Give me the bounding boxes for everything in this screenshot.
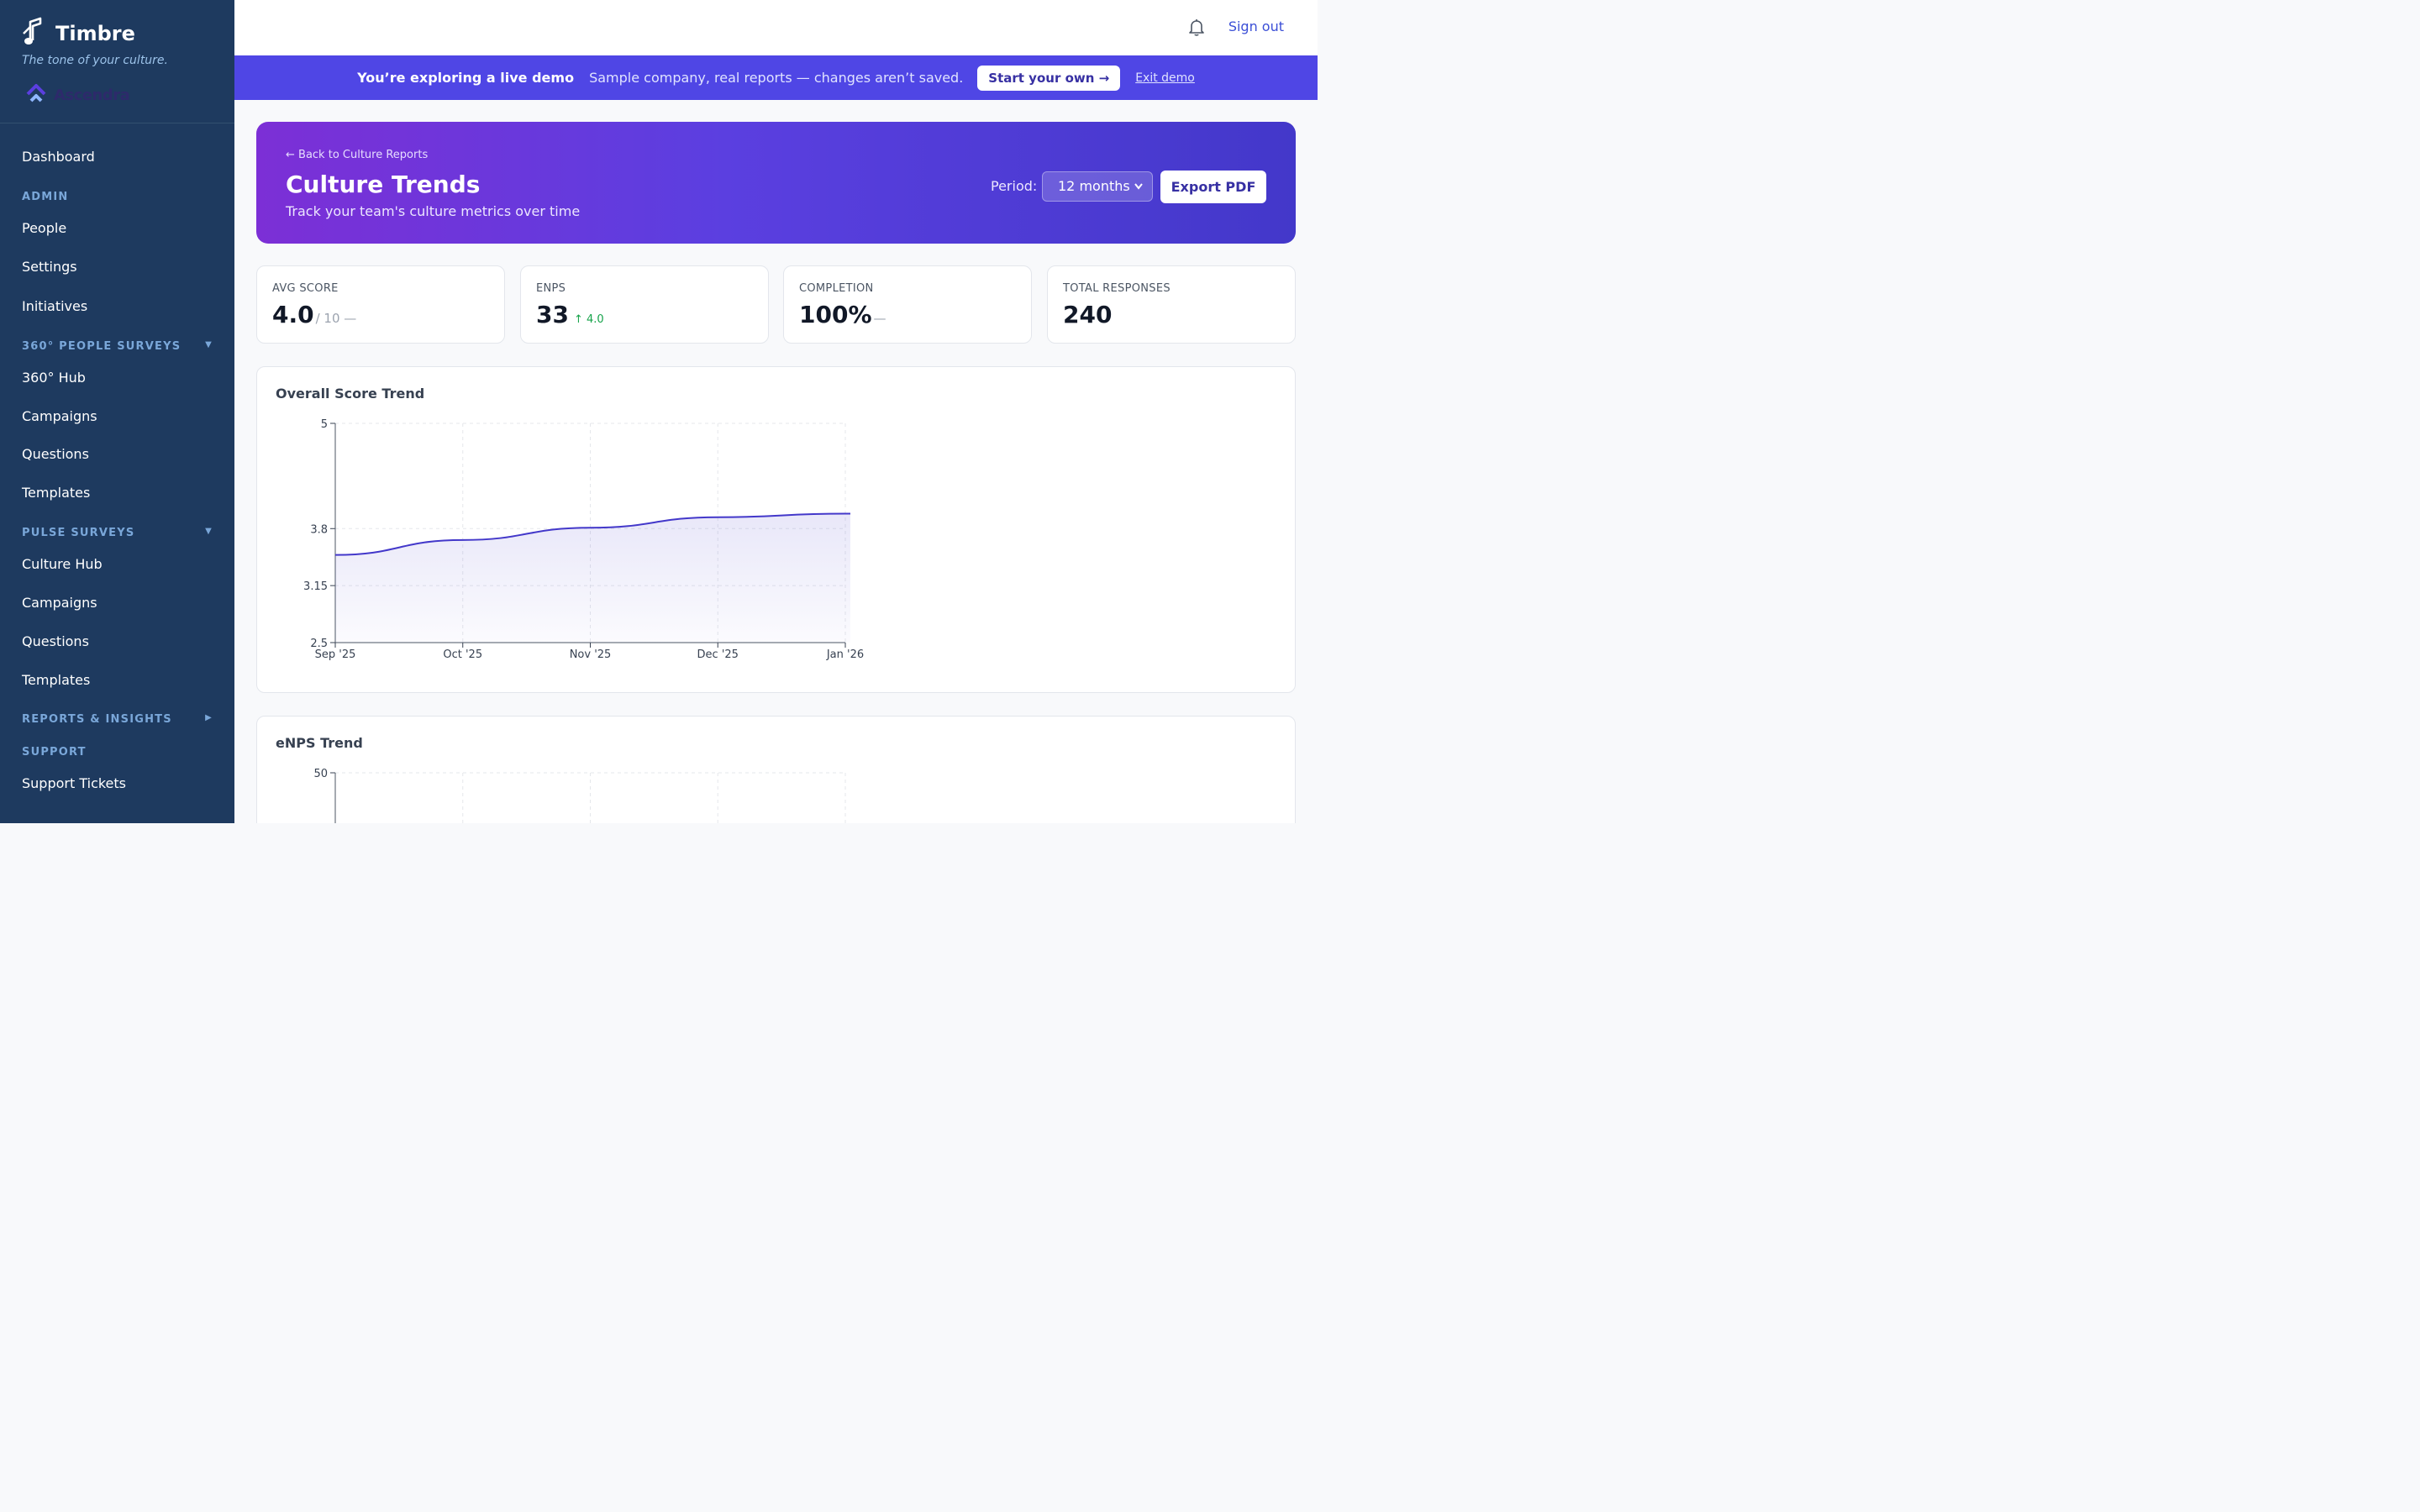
score-trend-line: [334, 512, 850, 556]
sidebar-item-360-hub[interactable]: 360° Hub: [22, 370, 86, 386]
page-header: ← Back to Culture Reports Culture Trends…: [256, 122, 1296, 244]
brand-name: Timbre: [55, 22, 135, 45]
banner-text: Sample company, real reports — changes a…: [589, 70, 964, 86]
y-tick-label: 3.15: [303, 580, 328, 593]
bell-icon[interactable]: [1186, 17, 1207, 37]
sidebar-section-360-surveys[interactable]: 360° PEOPLE SURVEYS ▼: [22, 340, 213, 353]
brand-tagline: The tone of your culture.: [22, 54, 168, 67]
stat-value-row: 4.0/ 10 —: [272, 301, 356, 328]
sidebar-item-settings[interactable]: Settings: [22, 259, 77, 275]
brand-block: Timbre The tone of your culture. Ascendr…: [0, 0, 234, 123]
page-title: Culture Trends: [286, 171, 481, 198]
sidebar-item-initiatives[interactable]: Initiatives: [22, 298, 88, 314]
enps-chart: 50: [313, 768, 846, 823]
x-tick-label: Jan '26: [826, 648, 864, 661]
sign-out-link[interactable]: Sign out: [1228, 18, 1284, 34]
stat-label: ENPS: [536, 282, 566, 295]
page-subtitle: Track your team's culture metrics over t…: [286, 203, 581, 219]
stat-value: 240: [1063, 301, 1113, 328]
stat-card-completion: COMPLETION 100% —: [783, 265, 1032, 344]
sidebar-item-dashboard[interactable]: Dashboard: [22, 149, 95, 165]
exit-demo-link[interactable]: Exit demo: [1135, 71, 1195, 85]
stat-value-row: 33 ↑ 4.0: [536, 301, 604, 328]
sidebar-section-support: SUPPORT: [22, 746, 213, 759]
export-pdf-button[interactable]: Export PDF: [1160, 171, 1266, 203]
y-tick-label: 50: [313, 768, 328, 780]
x-tick-label: Dec '25: [697, 648, 739, 661]
stat-value-row: 240: [1063, 301, 1112, 328]
chart-title: eNPS Trend: [276, 735, 363, 751]
sidebar-item-pulse-templates[interactable]: Templates: [22, 672, 91, 688]
stat-suffix: —: [873, 311, 886, 326]
caret-down-icon: ▼: [205, 527, 213, 536]
banner-heading: You’re exploring a live demo: [357, 70, 575, 86]
stat-value-row: 100% —: [799, 301, 886, 328]
enps-trend-card: eNPS Trend 50: [256, 716, 1296, 823]
sidebar-item-360-campaigns[interactable]: Campaigns: [22, 408, 97, 424]
org-logo: Ascendra: [22, 82, 213, 108]
y-tick-label: 2.5: [310, 638, 328, 650]
org-name: Ascendra: [54, 86, 130, 104]
stat-value: 100%: [799, 301, 872, 328]
score-area-fill: [335, 513, 850, 643]
start-your-own-button[interactable]: Start your own →: [977, 65, 1121, 91]
stat-suffix: / 10 —: [315, 311, 357, 326]
sidebar-item-pulse-questions[interactable]: Questions: [22, 633, 89, 649]
stat-delta: ↑ 4.0: [573, 313, 604, 326]
x-tick-label: Sep '25: [315, 648, 356, 661]
stat-card-total-responses: TOTAL RESPONSES 240: [1047, 265, 1296, 344]
x-tick-label: Nov '25: [570, 648, 612, 661]
chart-title: Overall Score Trend: [276, 386, 425, 402]
section-title: PULSE SURVEYS: [22, 527, 135, 539]
stat-value: 4.0: [272, 301, 314, 328]
sidebar: Timbre The tone of your culture. Ascendr…: [0, 0, 234, 823]
y-tick-label: 5: [321, 418, 328, 431]
period-select[interactable]: 12 months: [1042, 171, 1153, 202]
chevron-down-icon: [1134, 172, 1144, 212]
section-title: ADMIN: [22, 191, 69, 203]
overall-score-trend-card: Overall Score Trend 5 3.8 3.15 2.5 Sep '25 Oc…: [256, 366, 1296, 693]
stat-label: AVG SCORE: [272, 282, 339, 295]
section-title: SUPPORT: [22, 746, 87, 759]
chevron-up-logo-icon: [25, 82, 47, 108]
back-link[interactable]: ← Back to Culture Reports: [286, 149, 429, 161]
sidebar-item-support-tickets[interactable]: Support Tickets: [22, 775, 127, 791]
period-label: Period:: [991, 178, 1038, 194]
caret-right-icon: ▶: [205, 713, 213, 722]
y-tick-label: 3.8: [310, 523, 328, 536]
demo-banner: You’re exploring a live demo Sample comp…: [234, 55, 1318, 100]
caret-down-icon: ▼: [205, 340, 213, 349]
brand-logo[interactable]: Timbre: [22, 17, 213, 50]
period-value: 12 months: [1058, 178, 1130, 194]
x-tick-label: Oct '25: [443, 648, 482, 661]
stat-card-enps: ENPS 33 ↑ 4.0: [520, 265, 769, 344]
sidebar-item-culture-hub[interactable]: Culture Hub: [22, 556, 103, 572]
music-note-logo-icon: [22, 17, 49, 50]
sidebar-section-admin: ADMIN: [22, 191, 213, 203]
sidebar-item-360-questions[interactable]: Questions: [22, 446, 89, 462]
sidebar-item-people[interactable]: People: [22, 220, 67, 236]
sidebar-section-pulse-surveys[interactable]: PULSE SURVEYS ▼: [22, 527, 213, 539]
stat-value: 33: [536, 301, 569, 328]
topbar: Sign out: [234, 0, 1318, 55]
section-title: REPORTS & INSIGHTS: [22, 713, 172, 726]
section-title: 360° PEOPLE SURVEYS: [22, 340, 182, 353]
stat-card-avg-score: AVG SCORE 4.0/ 10 —: [256, 265, 505, 344]
sidebar-item-pulse-campaigns[interactable]: Campaigns: [22, 595, 97, 611]
sidebar-item-360-templates[interactable]: Templates: [22, 485, 91, 501]
stat-label: COMPLETION: [799, 282, 874, 295]
sidebar-section-reports[interactable]: REPORTS & INSIGHTS ▶: [22, 713, 213, 726]
stat-label: TOTAL RESPONSES: [1063, 282, 1171, 295]
